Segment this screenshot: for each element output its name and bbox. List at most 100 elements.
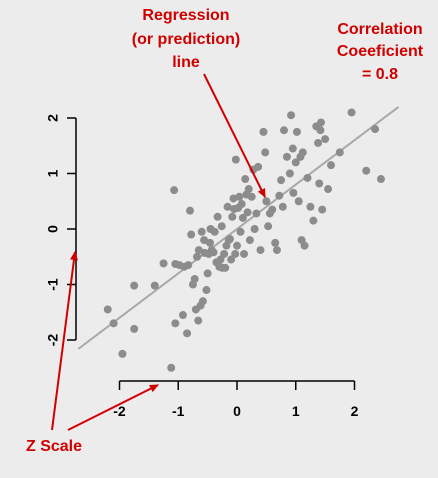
x-tick-label: 1 xyxy=(292,403,300,419)
data-point xyxy=(278,202,287,211)
points-layer xyxy=(103,108,385,372)
data-point xyxy=(347,108,356,117)
data-point xyxy=(237,200,246,209)
data-point xyxy=(256,246,265,255)
data-point xyxy=(227,255,236,264)
data-point xyxy=(236,227,245,236)
x-tick-label: 0 xyxy=(233,403,241,419)
data-point xyxy=(327,161,335,170)
data-point xyxy=(130,281,139,290)
data-point xyxy=(238,213,247,222)
data-point xyxy=(376,175,385,184)
data-point xyxy=(225,234,234,243)
x-axis: -2 -1 0 1 2 xyxy=(113,380,359,419)
y-tick-label: 2 xyxy=(45,114,61,122)
data-point xyxy=(183,329,192,338)
data-point xyxy=(280,126,288,135)
zscale-arrow-up xyxy=(51,251,78,431)
regression-label-line1: Regression xyxy=(142,7,229,24)
data-point xyxy=(300,241,309,250)
y-tick-label: -2 xyxy=(45,334,61,347)
data-point xyxy=(271,238,280,247)
data-point xyxy=(282,152,291,161)
regression-arrow xyxy=(203,73,266,198)
data-point xyxy=(190,274,199,283)
data-point xyxy=(109,319,118,328)
zscale-label: Z Scale xyxy=(26,438,82,455)
data-point xyxy=(198,297,207,306)
data-point xyxy=(171,319,180,328)
zscale-annotation: Z Scale xyxy=(26,251,159,455)
data-point xyxy=(316,126,325,135)
data-point xyxy=(275,191,284,200)
data-point xyxy=(241,175,250,184)
data-point xyxy=(277,176,286,185)
data-point xyxy=(289,188,298,197)
data-point xyxy=(240,249,249,258)
data-point xyxy=(243,208,252,217)
data-point xyxy=(217,222,226,231)
data-point xyxy=(292,127,301,136)
correlation-annotation: Correlation Coeeficient = 0.8 xyxy=(337,21,424,83)
data-point xyxy=(303,173,312,182)
regression-label-line2: (or prediction) xyxy=(132,31,240,48)
data-point xyxy=(231,155,240,164)
data-point xyxy=(203,269,212,278)
data-point xyxy=(170,186,179,195)
data-point xyxy=(159,259,168,268)
data-point xyxy=(335,148,344,157)
data-point xyxy=(252,209,261,218)
x-tick-label: -1 xyxy=(172,403,185,419)
data-point xyxy=(285,169,294,178)
correlation-label-line3: = 0.8 xyxy=(362,66,398,83)
data-point xyxy=(294,197,303,206)
zscale-arrow-right xyxy=(67,384,159,431)
data-point xyxy=(187,230,196,239)
data-point xyxy=(209,248,218,257)
data-point xyxy=(186,206,194,215)
y-tick-label: 0 xyxy=(45,225,61,233)
data-point xyxy=(221,263,230,272)
y-tick-label: 1 xyxy=(45,169,61,177)
regression-label-line3: line xyxy=(172,54,200,71)
data-point xyxy=(194,316,203,325)
data-point xyxy=(213,212,222,221)
data-point xyxy=(210,227,219,236)
data-point xyxy=(261,148,270,157)
data-point xyxy=(235,192,244,201)
data-point xyxy=(223,202,232,211)
data-point xyxy=(264,222,273,231)
data-point xyxy=(231,249,240,258)
data-point xyxy=(254,162,263,171)
data-point xyxy=(272,246,281,255)
data-point xyxy=(259,127,268,136)
data-point xyxy=(184,261,193,270)
correlation-label-line2: Coeeficient xyxy=(337,43,424,60)
data-point xyxy=(150,281,159,290)
data-point xyxy=(244,185,253,194)
data-point xyxy=(233,241,241,250)
data-point xyxy=(298,148,307,157)
data-point xyxy=(103,305,112,314)
data-point xyxy=(268,205,277,214)
data-point xyxy=(317,118,326,127)
data-point xyxy=(318,205,327,214)
x-tick-label: 2 xyxy=(351,403,359,419)
data-point xyxy=(262,197,271,206)
data-point xyxy=(371,125,380,134)
data-point xyxy=(287,111,296,120)
data-point xyxy=(220,249,229,258)
data-point xyxy=(167,363,176,372)
regression-annotation: Regression (or prediction) line xyxy=(132,7,266,198)
data-point xyxy=(309,216,318,225)
data-point xyxy=(250,225,259,233)
data-point xyxy=(228,212,237,221)
data-point xyxy=(118,349,127,358)
data-point xyxy=(314,138,323,147)
correlation-label-line1: Correlation xyxy=(337,21,422,38)
data-point xyxy=(130,324,139,333)
data-point xyxy=(197,227,206,236)
data-point xyxy=(178,311,187,320)
